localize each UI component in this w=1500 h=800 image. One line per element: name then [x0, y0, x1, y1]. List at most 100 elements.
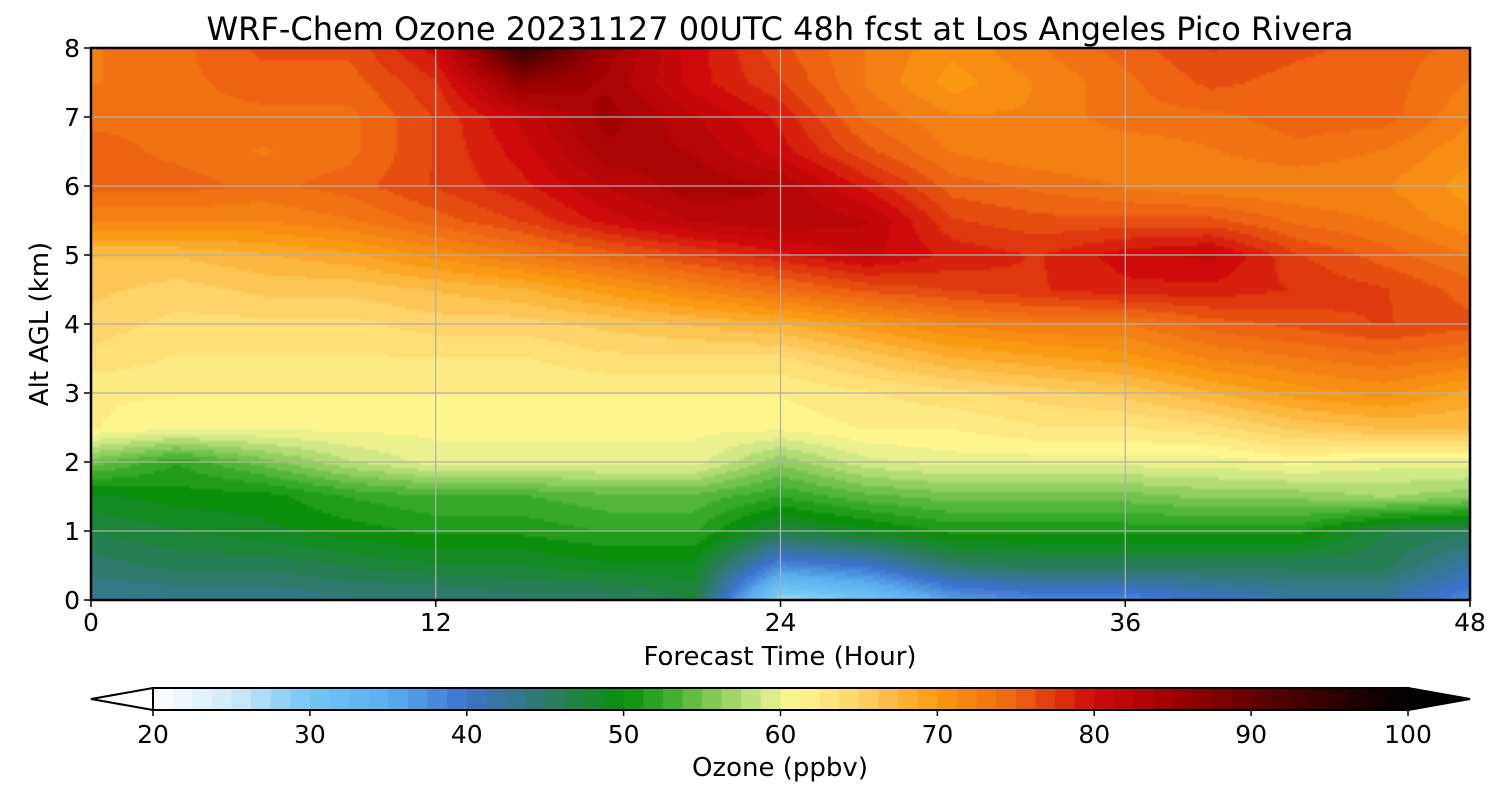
colorbar-cell: [1074, 688, 1095, 710]
chart-title: WRF-Chem Ozone 20231127 00UTC 48h fcst a…: [207, 10, 1354, 48]
y-tick-label: 6: [64, 172, 80, 201]
colorbar-cell: [1368, 688, 1389, 710]
colorbar-cell: [505, 688, 527, 710]
colorbar-cell: [604, 688, 625, 710]
colorbar-cell: [702, 688, 723, 710]
colorbar-extend-low: [90, 686, 154, 712]
colorbar-cell: [1349, 688, 1370, 710]
colorbar-cell: [1015, 688, 1037, 710]
colorbar-cell: [839, 688, 860, 710]
colorbar-cells: [153, 688, 1409, 710]
colorbar-tick-label: 50: [608, 720, 640, 749]
colorbar-cell: [172, 688, 193, 710]
colorbar-cell: [1172, 688, 1193, 710]
x-tick-label: 0: [83, 608, 99, 637]
colorbar-tick-label: 40: [451, 720, 483, 749]
colorbar-tick-label: 30: [294, 720, 326, 749]
colorbar-cell: [1094, 688, 1115, 710]
colorbar-cell: [1270, 688, 1291, 710]
y-axis: 0 1 2 3 4 5 6 7 8: [64, 34, 91, 615]
colorbar-cell: [564, 688, 586, 710]
colorbar-cell: [1231, 688, 1252, 710]
colorbar-cell: [329, 688, 350, 710]
y-tick-label: 1: [64, 517, 80, 546]
colorbar-cell: [486, 688, 507, 710]
colorbar-cell: [760, 688, 782, 710]
colorbar-cell: [1055, 688, 1076, 710]
colorbar: 20 30 40 50 60 70 80 90 100 Ozone (ppbv): [90, 686, 1471, 783]
colorbar-cell: [1035, 688, 1056, 710]
colorbar-cell: [858, 688, 880, 710]
colorbar-tick-label: 60: [765, 720, 797, 749]
colorbar-cell: [937, 688, 958, 710]
colorbar-cell: [800, 688, 821, 710]
colorbar-cell: [211, 688, 233, 710]
colorbar-cell: [878, 688, 899, 710]
colorbar-cell: [682, 688, 703, 710]
colorbar-tick-label: 80: [1078, 720, 1110, 749]
colorbar-cell: [976, 688, 997, 710]
x-tick-label: 48: [1454, 608, 1486, 637]
colorbar-cell: [349, 688, 370, 710]
colorbar-cell: [1251, 688, 1272, 710]
y-tick-label: 4: [64, 310, 80, 339]
colorbar-cell: [1211, 688, 1233, 710]
colorbar-cell: [1329, 688, 1350, 710]
colorbar-tick-label: 100: [1384, 720, 1432, 749]
x-tick-label: 12: [420, 608, 452, 637]
colorbar-cell: [917, 688, 938, 710]
x-axis-label: Forecast Time (Hour): [643, 642, 916, 672]
y-tick-label: 0: [64, 586, 80, 615]
colorbar-tick-label: 70: [921, 720, 953, 749]
y-axis-label: Alt AGL (km): [25, 242, 55, 406]
colorbar-cell: [407, 688, 429, 710]
colorbar-cell: [623, 688, 644, 710]
colorbar-cell: [996, 688, 1017, 710]
colorbar-cell: [368, 688, 389, 710]
colorbar-cell: [741, 688, 762, 710]
colorbar-cell: [290, 688, 311, 710]
colorbar-cell: [956, 688, 978, 710]
x-tick-label: 24: [765, 608, 797, 637]
colorbar-cell: [309, 688, 331, 710]
colorbar-extend-high: [1407, 686, 1471, 712]
y-tick-label: 2: [64, 448, 80, 477]
y-tick-label: 5: [64, 241, 80, 270]
colorbar-cell: [1388, 688, 1409, 710]
colorbar-cell: [1309, 688, 1331, 710]
colorbar-cell: [270, 688, 291, 710]
x-tick-label: 36: [1109, 608, 1141, 637]
colorbar-cell: [231, 688, 252, 710]
colorbar-cell: [251, 688, 272, 710]
colorbar-cell: [1192, 688, 1213, 710]
x-axis: 0 12 24 36 48: [83, 600, 1486, 637]
colorbar-cell: [545, 688, 566, 710]
colorbar-cell: [192, 688, 213, 710]
colorbar-cell: [898, 688, 919, 710]
colorbar-label: Ozone (ppbv): [692, 753, 868, 783]
colorbar-cell: [662, 688, 684, 710]
colorbar-cell: [466, 688, 487, 710]
colorbar-cell: [388, 688, 409, 710]
colorbar-cell: [447, 688, 468, 710]
colorbar-cell: [1153, 688, 1174, 710]
colorbar-cell: [525, 688, 546, 710]
colorbar-cell: [643, 688, 664, 710]
colorbar-cell: [1113, 688, 1135, 710]
colorbar-ticks: 20 30 40 50 60 70 80 90 100: [137, 710, 1432, 749]
colorbar-cell: [584, 688, 605, 710]
colorbar-cell: [153, 688, 174, 710]
colorbar-cell: [819, 688, 840, 710]
colorbar-cell: [721, 688, 742, 710]
colorbar-cell: [427, 688, 448, 710]
colorbar-tick-label: 90: [1235, 720, 1267, 749]
colorbar-tick-label: 20: [137, 720, 169, 749]
plot-area: [89, 46, 1472, 602]
y-tick-label: 3: [64, 379, 80, 408]
colorbar-cell: [1133, 688, 1154, 710]
y-tick-label: 8: [64, 34, 80, 63]
y-tick-label: 7: [64, 103, 80, 132]
colorbar-cell: [1290, 688, 1311, 710]
colorbar-cell: [780, 688, 801, 710]
